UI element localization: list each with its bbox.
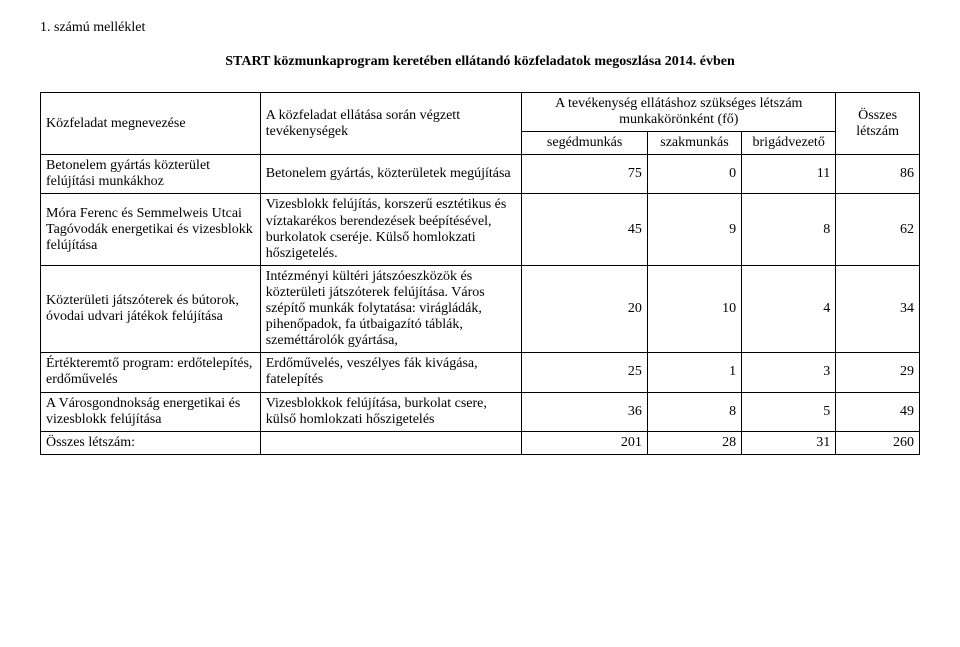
table-body: Betonelem gyártás közterület felújítási …	[41, 155, 920, 455]
cell-brigad: 11	[742, 155, 836, 194]
table-row: Értékteremtő program: erdőtelepítés, erd…	[41, 353, 920, 392]
cell-seged: 25	[522, 353, 648, 392]
cell-activity: Betonelem gyártás, közterületek megújítá…	[260, 155, 522, 194]
appendix-label: 1. számú melléklet	[40, 20, 920, 36]
cell-activity: Vizesblokkok felújítása, burkolat csere,…	[260, 392, 522, 431]
cell-sum: 49	[836, 392, 920, 431]
cell-brigad: 4	[742, 265, 836, 352]
document-page: 1. számú melléklet START közmunkaprogram…	[0, 0, 960, 647]
col-header-activities: A közfeladat ellátása során végzett tevé…	[260, 93, 522, 155]
cell-activity: Vizesblokk felújítás, korszerű esztétiku…	[260, 194, 522, 265]
cell-brigad: 3	[742, 353, 836, 392]
col-header-task-name: Közfeladat megnevezése	[41, 93, 261, 155]
col-header-sum: Összes létszám	[836, 93, 920, 155]
cell-name: Betonelem gyártás közterület felújítási …	[41, 155, 261, 194]
cell-szak: 9	[647, 194, 741, 265]
table-row: A Városgondnokság energetikai és vizesbl…	[41, 392, 920, 431]
cell-total-sum: 260	[836, 431, 920, 454]
cell-szak: 8	[647, 392, 741, 431]
cell-seged: 45	[522, 194, 648, 265]
cell-seged: 36	[522, 392, 648, 431]
cell-total-label: Összes létszám:	[41, 431, 261, 454]
cell-szak: 10	[647, 265, 741, 352]
cell-total-blank	[260, 431, 522, 454]
cell-name: A Városgondnokság energetikai és vizesbl…	[41, 392, 261, 431]
table-total-row: Összes létszám: 201 28 31 260	[41, 431, 920, 454]
table-row: Közterületi játszóterek és bútorok, óvod…	[41, 265, 920, 352]
cell-sum: 34	[836, 265, 920, 352]
cell-sum: 62	[836, 194, 920, 265]
cell-name: Móra Ferenc és Semmelweis Utcai Tagóvodá…	[41, 194, 261, 265]
col-header-szak: szakmunkás	[647, 132, 741, 155]
cell-seged: 20	[522, 265, 648, 352]
cell-seged: 75	[522, 155, 648, 194]
cell-sum: 86	[836, 155, 920, 194]
cell-total-seged: 201	[522, 431, 648, 454]
cell-szak: 0	[647, 155, 741, 194]
data-table: Közfeladat megnevezése A közfeladat ellá…	[40, 92, 920, 455]
cell-total-szak: 28	[647, 431, 741, 454]
col-header-group-top: A tevékenység ellátáshoz szükséges létsz…	[522, 93, 836, 132]
table-row: Betonelem gyártás közterület felújítási …	[41, 155, 920, 194]
cell-szak: 1	[647, 353, 741, 392]
cell-total-brigad: 31	[742, 431, 836, 454]
table-row: Móra Ferenc és Semmelweis Utcai Tagóvodá…	[41, 194, 920, 265]
cell-brigad: 8	[742, 194, 836, 265]
cell-name: Értékteremtő program: erdőtelepítés, erd…	[41, 353, 261, 392]
cell-sum: 29	[836, 353, 920, 392]
cell-activity: Intézményi kültéri játszóeszközök és köz…	[260, 265, 522, 352]
page-title: START közmunkaprogram keretében ellátand…	[40, 54, 920, 70]
cell-activity: Erdőművelés, veszélyes fák kivágása, fat…	[260, 353, 522, 392]
cell-brigad: 5	[742, 392, 836, 431]
col-header-seged: segédmunkás	[522, 132, 648, 155]
cell-name: Közterületi játszóterek és bútorok, óvod…	[41, 265, 261, 352]
col-header-brigad: brigádvezető	[742, 132, 836, 155]
